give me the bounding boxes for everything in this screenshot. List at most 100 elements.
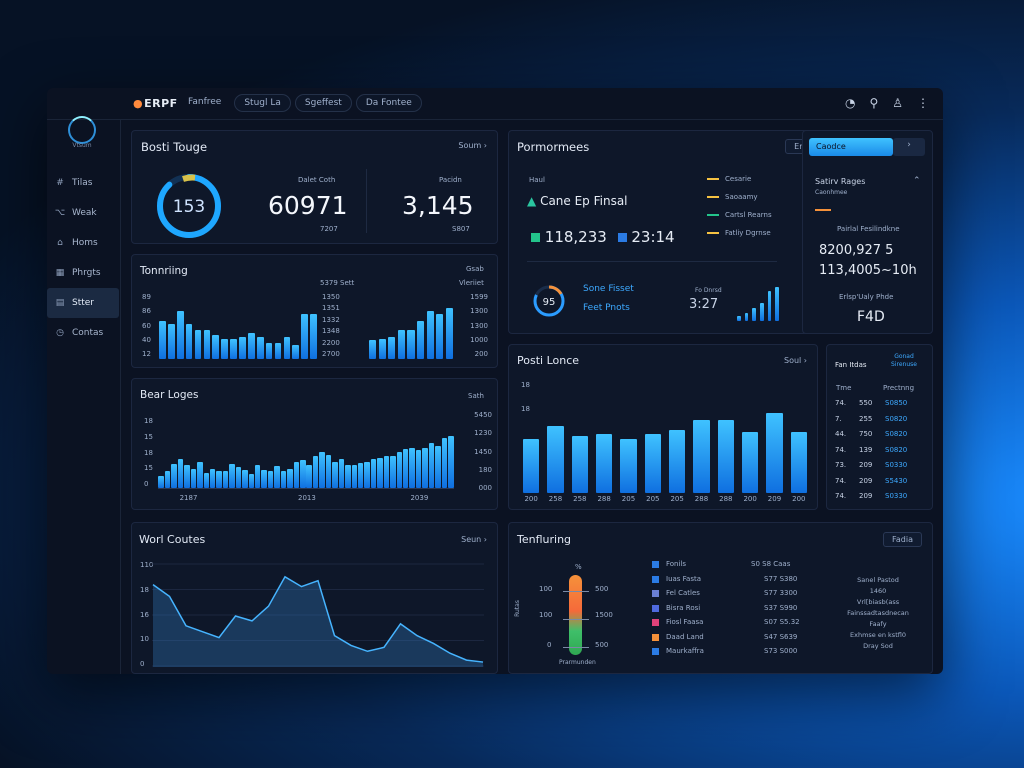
legend-swatch bbox=[652, 648, 659, 655]
search-icon[interactable]: ⚲ bbox=[869, 96, 879, 110]
more-icon[interactable]: ⋮ bbox=[917, 96, 929, 110]
sidebar-item-label: Homs bbox=[72, 238, 98, 248]
top-tabs: Fanfree Stugl La Sgeffest Da Fontee bbox=[179, 94, 422, 112]
legend-value: S37 S990 bbox=[764, 603, 798, 612]
bear-xlabel: 2039 bbox=[410, 494, 429, 502]
sidebar-item-5[interactable]: ▤ Stter bbox=[47, 288, 119, 318]
legend-item: Cesarie bbox=[707, 175, 751, 183]
legend-label: Bisra Rosi bbox=[666, 603, 701, 612]
legend-label: Cesarie bbox=[725, 175, 752, 183]
tonning-bar bbox=[426, 311, 434, 359]
tenfluring-button[interactable]: Fadia bbox=[883, 532, 922, 547]
tonning-bars-left bbox=[158, 295, 318, 359]
tonning-col1: 5379 Sett bbox=[320, 279, 355, 287]
user-icon[interactable]: ♙ bbox=[892, 96, 903, 110]
legend-label: Fatliy Dgrnse bbox=[725, 229, 771, 237]
stack-icon: ▤ bbox=[55, 298, 65, 308]
stat2-sub: S807 bbox=[452, 225, 470, 233]
table-cell: 209 bbox=[859, 492, 873, 500]
bear-bar bbox=[216, 470, 222, 488]
bear-bar bbox=[435, 445, 441, 488]
table-cell: 7. bbox=[835, 414, 842, 423]
bear-bar bbox=[171, 463, 177, 488]
blue-square-icon bbox=[617, 233, 627, 242]
tonning-bar bbox=[416, 320, 425, 359]
legend-item: Fel Catles S77 3300 bbox=[652, 589, 810, 600]
home-icon: ⌂ bbox=[57, 238, 63, 248]
world-action[interactable]: Seun › bbox=[461, 535, 487, 544]
legend-swatch bbox=[652, 590, 659, 597]
table-row[interactable]: 74. 209 S5430 bbox=[835, 477, 930, 489]
sidebar-item-3[interactable]: ⌂ Homs bbox=[47, 228, 121, 258]
chevron-right-icon[interactable]: › bbox=[893, 138, 925, 156]
tonning-bar bbox=[369, 339, 377, 359]
tonning-ylabel: 89 bbox=[142, 293, 151, 301]
tonning-bar bbox=[407, 330, 415, 359]
post-xlabel: 200 bbox=[743, 495, 757, 503]
world-ylabel: 18 bbox=[140, 585, 149, 594]
mini-bar bbox=[737, 315, 741, 321]
tonning-bar bbox=[168, 323, 175, 359]
bear-right-yaxis: 5450 1230 1450 180 000 bbox=[464, 411, 492, 493]
chat-icon[interactable]: ◔ bbox=[844, 96, 856, 110]
filter-icon: ⌥ bbox=[54, 208, 66, 218]
legend-value: S47 S639 bbox=[764, 632, 798, 641]
tab-2[interactable]: Stugl La bbox=[234, 94, 291, 112]
tab-4[interactable]: Da Fontee bbox=[355, 94, 422, 112]
tonning-bar bbox=[265, 343, 273, 359]
table-row[interactable]: 74. 139 S0820 bbox=[835, 446, 930, 458]
sidebar-item-4[interactable]: ▦ Phrgts bbox=[47, 258, 121, 288]
sidebar-item-1[interactable]: # Tilas bbox=[47, 168, 121, 198]
bear-bar bbox=[267, 471, 274, 488]
tonning-bar bbox=[185, 323, 193, 359]
table-cell: 74. bbox=[835, 492, 847, 500]
table-row[interactable]: 7. 255 S0820 bbox=[835, 415, 930, 427]
mini-bar bbox=[775, 286, 779, 321]
table-cell: 73. bbox=[835, 461, 847, 469]
note-line: 1460 bbox=[869, 587, 887, 595]
bear-bar bbox=[441, 438, 448, 488]
tonning-bar bbox=[436, 314, 444, 359]
tenfluring-notes: Sanel Pastod 1460 Vrl[biasb(ass Fainssadtas… bbox=[829, 575, 927, 652]
tonning-ylabel: 60 bbox=[142, 321, 151, 330]
world-ylabel: 16 bbox=[140, 610, 149, 619]
bear-bar bbox=[261, 470, 267, 488]
table-row[interactable]: 73. 209 S0330 bbox=[835, 461, 930, 473]
table-row[interactable]: 74. 550 S0850 bbox=[835, 399, 930, 411]
overview-title: Bosti Touge bbox=[141, 140, 208, 154]
world-action-label: Seun bbox=[461, 535, 482, 544]
bear-bar bbox=[209, 468, 216, 488]
bear-bar bbox=[255, 464, 261, 488]
area-line bbox=[152, 575, 484, 663]
grid-icon: ▦ bbox=[55, 268, 65, 278]
sidebar-item-6[interactable]: ◷ Contas bbox=[47, 318, 121, 348]
tab-3[interactable]: Sgeffest bbox=[294, 94, 352, 112]
right-label2: Erlsp'Ualy Phde bbox=[839, 293, 894, 301]
sidebar-item-label: Tilas bbox=[72, 178, 93, 188]
overview-action[interactable]: Soum › bbox=[458, 141, 487, 150]
tenfluring-title: Tenfluring bbox=[517, 533, 572, 546]
post-action[interactable]: Soul › bbox=[784, 356, 807, 365]
table-row[interactable]: 44. 750 S0820 bbox=[835, 430, 930, 442]
sidebar-item-2[interactable]: ⌥ Weak bbox=[47, 198, 121, 228]
bear-bar bbox=[280, 470, 287, 488]
bear-left-yaxis: 18 15 18 15 0 bbox=[144, 417, 156, 489]
post-xlabel: 200 bbox=[524, 495, 538, 503]
legend-swatch bbox=[707, 178, 719, 180]
chevron-up-icon[interactable]: ⌃ bbox=[913, 176, 921, 186]
mini-value: 3:27 bbox=[689, 297, 719, 312]
tonning-ylabel: 40 bbox=[142, 335, 151, 344]
gauge-value: 153 bbox=[173, 197, 205, 217]
table-row[interactable]: 74. 209 S0330 bbox=[835, 492, 930, 504]
bear-xlabel: 2187 bbox=[179, 494, 198, 502]
hashtag-icon: # bbox=[56, 178, 64, 188]
user-block[interactable]: Vtsum bbox=[47, 116, 121, 160]
tab-1[interactable]: Fanfree bbox=[188, 97, 222, 107]
tonning-bar bbox=[176, 311, 184, 359]
bear-bar bbox=[325, 454, 332, 488]
brand-logo[interactable]: ●ERPF bbox=[133, 97, 178, 110]
legend-swatch bbox=[652, 633, 659, 641]
stat1-value: 60971 bbox=[268, 191, 348, 220]
primary-button[interactable]: Caodce bbox=[809, 138, 893, 156]
post-bar bbox=[717, 420, 735, 493]
